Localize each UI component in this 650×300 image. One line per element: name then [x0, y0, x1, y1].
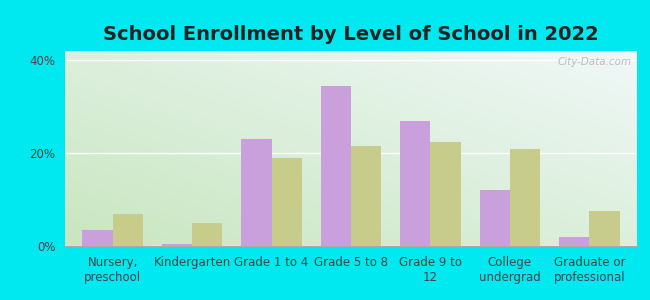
Title: School Enrollment by Level of School in 2022: School Enrollment by Level of School in … [103, 25, 599, 44]
Bar [480, 190, 510, 246]
Bar [430, 142, 461, 246]
Bar [321, 86, 351, 246]
Bar [241, 139, 272, 246]
Bar [83, 230, 112, 246]
Bar [510, 148, 540, 246]
Bar [162, 244, 192, 246]
Bar [112, 214, 143, 246]
Bar [272, 158, 302, 246]
Bar [192, 223, 222, 246]
Bar [351, 146, 381, 246]
Bar [590, 211, 619, 246]
Bar [400, 121, 430, 246]
Text: City-Data.com: City-Data.com [557, 57, 631, 67]
Bar [559, 237, 590, 246]
